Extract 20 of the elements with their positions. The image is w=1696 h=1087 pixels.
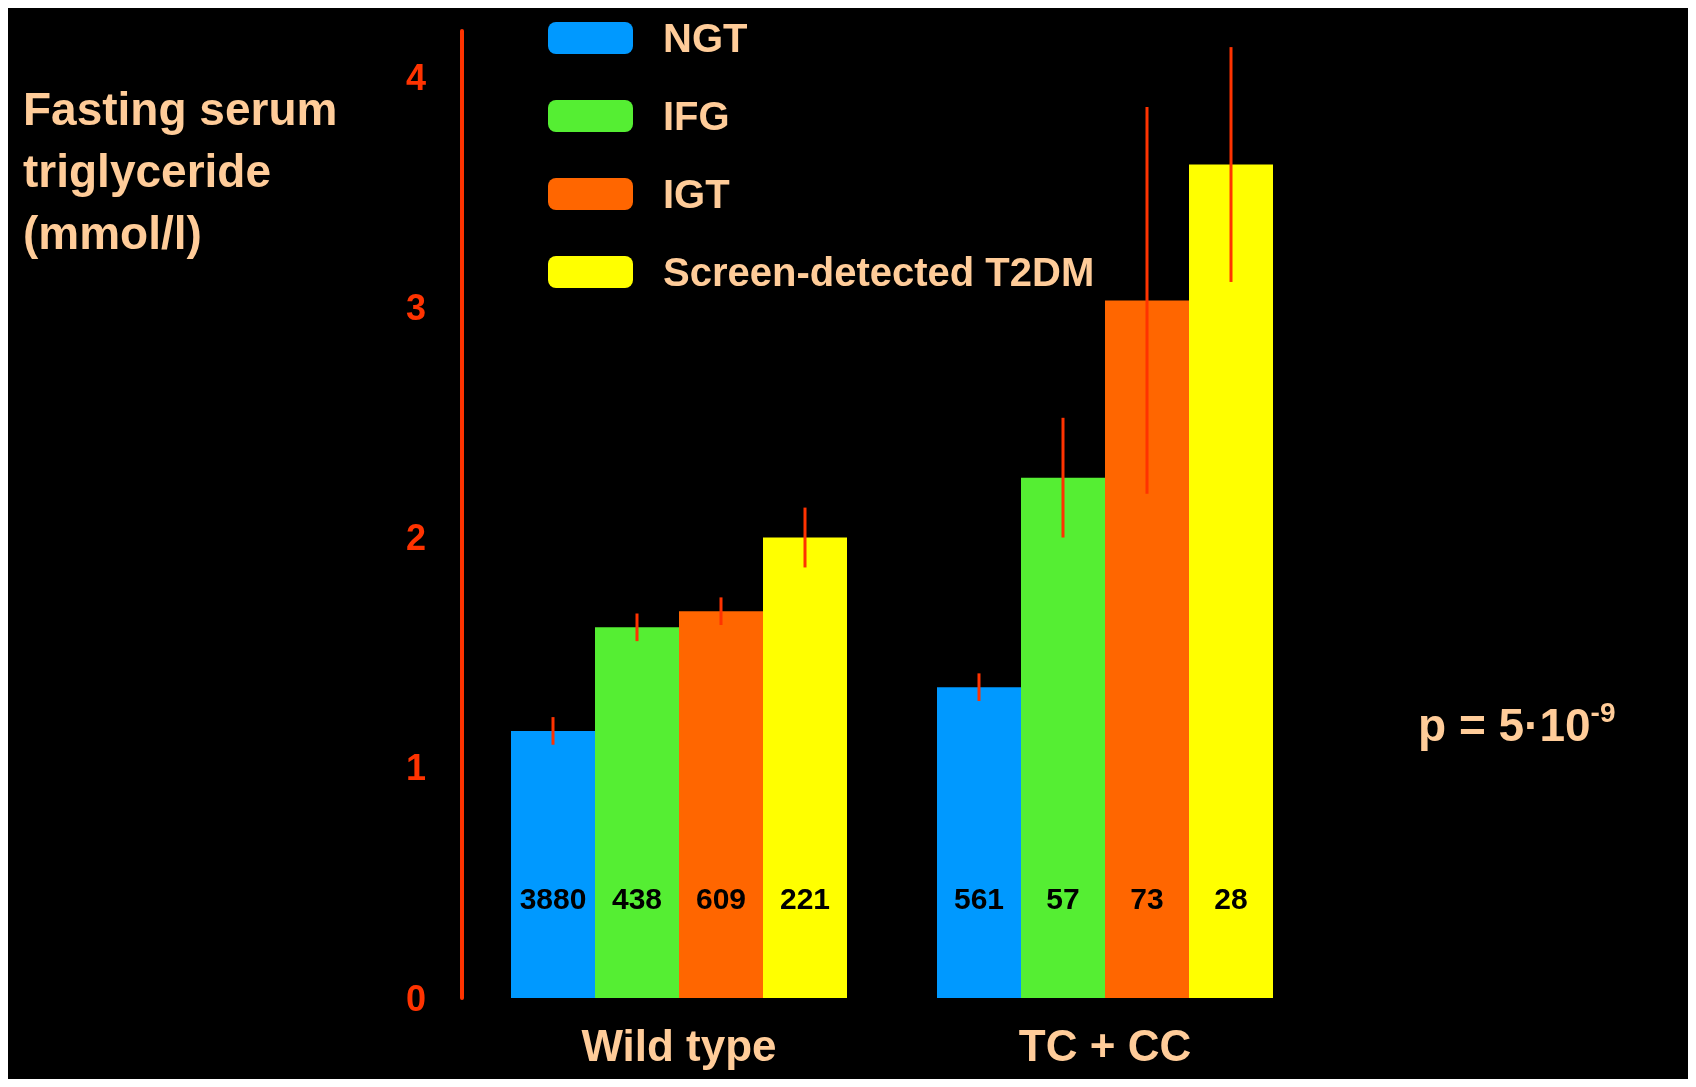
y-tick-label: 1 — [405, 747, 426, 789]
annotation: 28 — [1214, 881, 1248, 915]
legend-label: Screen-detected T2DM — [663, 250, 1095, 294]
x-tick-label: Wild type — [581, 1020, 777, 1070]
annotation: 3880 — [519, 881, 587, 915]
x-tick-label: TC + CC — [1018, 1020, 1192, 1070]
y-tick-label: 2 — [405, 517, 426, 559]
annotation: 57 — [1046, 881, 1080, 915]
annotation: 73 — [1130, 881, 1164, 915]
legend-label: IFG — [663, 94, 730, 138]
y-axis-title: Fasting serum triglyceride (mmol/l) — [23, 83, 338, 259]
y-tick-label: 3 — [405, 286, 426, 328]
annotation: 561 — [953, 881, 1005, 915]
legend-label: NGT — [663, 16, 748, 60]
annotation: 221 — [779, 881, 831, 915]
annotation: 438 — [611, 881, 663, 915]
annotation: 609 — [695, 881, 747, 915]
y-tick-label: 4 — [405, 56, 426, 98]
y-tick-label: 0 — [405, 977, 426, 1019]
legend-label: IGT — [663, 172, 730, 216]
